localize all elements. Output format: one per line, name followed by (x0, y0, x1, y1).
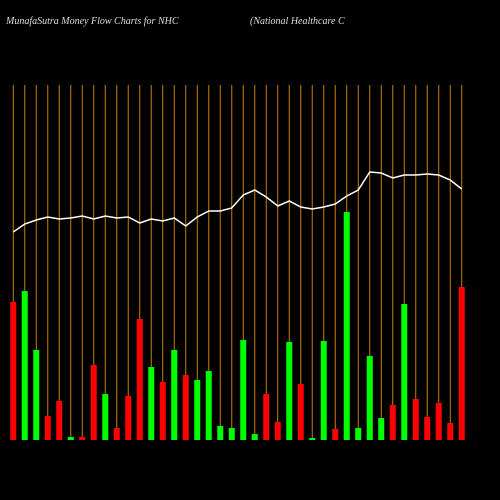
bar (44, 416, 51, 440)
chart-title: MunafaSutra Money Flow Charts for NHC (5, 16, 179, 27)
bar (21, 291, 28, 440)
bar (332, 429, 339, 440)
price-line (12, 171, 463, 233)
bar (56, 401, 63, 440)
bar (194, 380, 201, 440)
bar (320, 341, 327, 440)
bar (251, 434, 258, 440)
bar (435, 403, 442, 440)
bar (90, 365, 97, 440)
bar (102, 394, 109, 440)
bar (67, 437, 74, 440)
bar (182, 375, 189, 440)
bar (171, 350, 178, 440)
bar (263, 394, 270, 440)
bar (297, 384, 304, 440)
bar (343, 212, 350, 440)
bar (159, 382, 166, 440)
bar (274, 422, 281, 440)
bar (378, 418, 385, 440)
bar (113, 428, 120, 440)
bar (136, 319, 143, 440)
bar (10, 302, 17, 440)
bar (217, 426, 224, 440)
bar (447, 423, 454, 440)
bar (286, 342, 293, 440)
bar (355, 428, 362, 440)
bar (228, 428, 235, 440)
bar (309, 438, 316, 440)
bar (424, 417, 431, 440)
bar (240, 340, 247, 440)
bar (148, 367, 155, 440)
bar (125, 396, 132, 440)
chart-subtitle: (National Healthcare C (250, 16, 345, 27)
bar (33, 350, 40, 440)
bar (389, 405, 396, 440)
bar (366, 356, 373, 440)
bar (79, 437, 86, 440)
bar (205, 371, 212, 440)
bar (458, 287, 465, 440)
bar (412, 399, 419, 440)
bar (401, 304, 408, 440)
